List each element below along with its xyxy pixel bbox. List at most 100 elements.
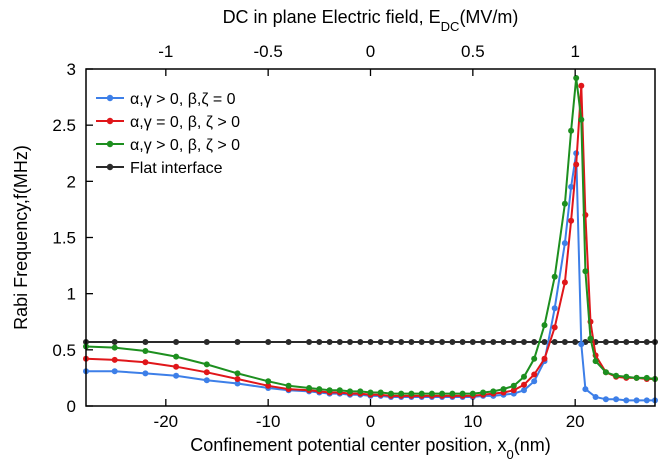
data-point: [203, 377, 210, 384]
data-point: [418, 390, 425, 397]
data-point: [578, 341, 585, 348]
data-point: [561, 279, 568, 286]
data-point: [173, 353, 180, 360]
data-point: [480, 339, 487, 345]
data-point: [265, 339, 272, 345]
data-point: [439, 339, 446, 345]
data-point: [357, 388, 364, 395]
series-3: [83, 75, 658, 397]
data-point: [336, 387, 343, 394]
data-point: [306, 385, 313, 391]
data-point: [572, 339, 579, 345]
data-point: [316, 386, 323, 393]
data-point: [367, 339, 374, 345]
data-point: [490, 388, 497, 395]
data-point: [285, 382, 292, 389]
data-point: [613, 396, 620, 403]
data-point: [633, 339, 640, 345]
data-point: [602, 369, 609, 376]
top-x-tick-label: -0.5: [254, 42, 283, 61]
data-point: [551, 305, 558, 312]
data-point: [568, 127, 575, 134]
data-point: [613, 372, 620, 379]
data-point: [568, 217, 575, 224]
x-tick-label: 10: [463, 412, 482, 431]
data-point: [439, 390, 446, 397]
top-x-tick-label: -1: [158, 42, 173, 61]
data-point: [480, 389, 487, 396]
data-point: [592, 358, 599, 365]
series-line: [86, 153, 655, 402]
x-tick-label: 0: [366, 412, 375, 431]
data-point: [633, 374, 640, 381]
data-point: [111, 339, 118, 345]
data-point: [561, 200, 568, 207]
data-point: [326, 339, 333, 345]
series-line: [85, 77, 656, 395]
data-point: [398, 339, 405, 345]
data-point: [173, 372, 180, 379]
y-tick-label: 1: [67, 285, 76, 304]
top-x-axis-title: DC in plane Electric field, EDC(MV/m): [223, 7, 519, 34]
data-point: [551, 273, 558, 280]
data-point: [418, 339, 425, 345]
data-point: [398, 390, 405, 397]
data-point: [285, 339, 292, 345]
y-tick-label: 1.5: [52, 229, 76, 248]
data-point: [623, 397, 630, 404]
data-point: [357, 339, 364, 345]
data-point: [111, 368, 118, 375]
data-point: [347, 388, 353, 395]
data-point: [367, 389, 374, 396]
y-tick-label: 2: [67, 172, 76, 191]
x-tick-label: -10: [256, 412, 281, 431]
data-point: [234, 370, 241, 377]
data-point: [582, 386, 589, 393]
data-point: [265, 382, 272, 389]
data-point: [203, 369, 210, 376]
data-point: [388, 390, 394, 397]
legend-item: α,γ = 0, β, ζ > 0: [96, 114, 240, 131]
data-point: [510, 382, 517, 389]
data-point: [234, 339, 241, 345]
legend-label: α,γ = 0, β, ζ > 0: [130, 114, 240, 131]
data-point: [336, 339, 343, 345]
data-point: [551, 339, 558, 345]
data-point: [377, 339, 384, 345]
data-point: [449, 339, 456, 345]
legend: α,γ > 0, β,ζ = 0 α,γ = 0, β, ζ > 0 α,γ > 0…: [96, 91, 240, 177]
data-point: [592, 394, 599, 400]
data-point: [510, 387, 517, 394]
top-x-tick-label: 0.5: [461, 42, 485, 61]
data-point: [428, 390, 435, 397]
data-point: [613, 339, 620, 345]
data-point: [602, 396, 609, 403]
x-tick-label: 20: [566, 412, 585, 431]
legend-label: α,γ > 0, β, ζ > 0: [130, 137, 240, 154]
data-point: [587, 335, 594, 342]
data-point: [602, 339, 609, 345]
data-point: [521, 373, 527, 380]
data-point: [142, 370, 149, 377]
x-axis-title-subscript: 0: [506, 447, 513, 462]
data-point: [643, 397, 650, 404]
data-point: [173, 339, 180, 345]
data-point: [531, 371, 538, 378]
data-point: [623, 373, 630, 380]
data-point: [531, 339, 538, 345]
data-point: [643, 374, 650, 381]
data-point: [568, 183, 575, 190]
top-x-tick-label: 0: [366, 42, 375, 61]
x-tick-label: -20: [154, 412, 179, 431]
data-point: [428, 339, 435, 345]
data-point: [510, 339, 517, 345]
data-point: [408, 339, 415, 345]
data-point: [265, 378, 272, 385]
data-point: [551, 324, 558, 331]
data-point: [561, 339, 568, 345]
y-tick-label: 0: [67, 397, 76, 416]
data-point: [449, 390, 456, 397]
data-point: [347, 339, 353, 345]
data-point: [326, 387, 333, 394]
